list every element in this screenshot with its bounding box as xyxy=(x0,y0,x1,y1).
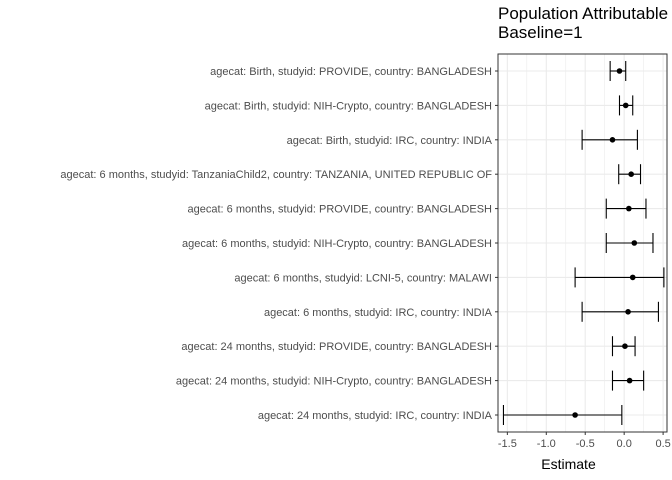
y-tick-label: agecat: Birth, studyid: IRC, country: IN… xyxy=(287,135,493,147)
x-tick-label: -1.5 xyxy=(498,438,517,450)
x-tick-label: 0.5 xyxy=(655,438,670,450)
y-tick-label: agecat: 24 months, studyid: NIH-Crypto, … xyxy=(176,376,492,388)
y-tick-label: agecat: 24 months, studyid: IRC, country… xyxy=(258,410,493,422)
y-tick-label: agecat: 24 months, studyid: PROVIDE, cou… xyxy=(181,341,492,353)
estimate-point xyxy=(631,240,638,246)
estimate-point xyxy=(628,171,634,177)
x-tick-label: -0.5 xyxy=(576,438,595,450)
chart-title-line-1: Population Attributable xyxy=(498,4,669,23)
estimate-point xyxy=(622,343,628,350)
estimate-point xyxy=(609,137,616,143)
chart-title-line-2: Baseline=1 xyxy=(498,23,583,42)
y-tick-label: agecat: Birth, studyid: PROVIDE, country… xyxy=(210,66,492,78)
estimate-point xyxy=(625,309,631,315)
y-tick-label: agecat: 6 months, studyid: TanzaniaChild… xyxy=(60,169,492,181)
estimate-point xyxy=(622,102,629,109)
y-tick-label: agecat: 6 months, studyid: NIH-Crypto, c… xyxy=(182,238,492,250)
estimate-point xyxy=(626,205,632,212)
estimate-point xyxy=(616,68,623,74)
x-tick-label: 0.0 xyxy=(617,438,632,450)
y-tick-label: agecat: 6 months, studyid: LCNI-5, count… xyxy=(234,272,492,284)
estimate-point xyxy=(572,412,578,418)
x-tick-label: -1.0 xyxy=(537,438,556,450)
y-tick-label: agecat: 6 months, studyid: IRC, country:… xyxy=(264,307,493,319)
x-axis-title: Estimate xyxy=(541,456,596,472)
estimate-point xyxy=(629,274,636,281)
y-tick-label: agecat: 6 months, studyid: PROVIDE, coun… xyxy=(188,204,493,216)
y-tick-label: agecat: Birth, studyid: NIH-Crypto, coun… xyxy=(205,100,492,112)
estimate-point xyxy=(626,377,633,384)
